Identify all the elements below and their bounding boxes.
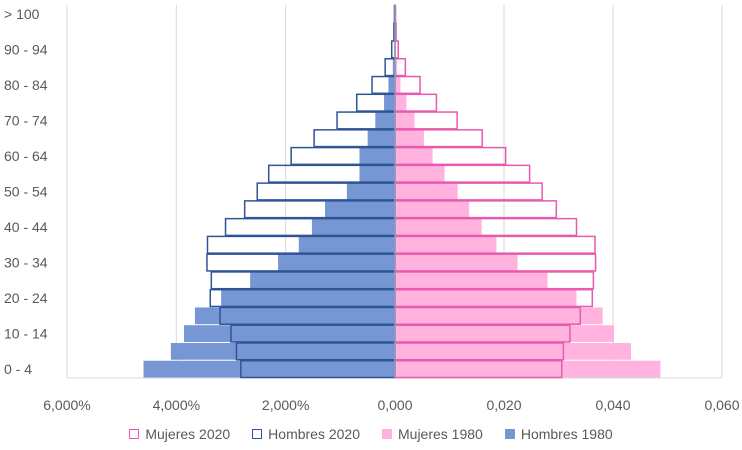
x-tick-label: 2,000% — [262, 397, 309, 413]
legend-item-hombres-1980: Hombres 1980 — [504, 426, 613, 442]
legend-item-mujeres-2020: Mujeres 2020 — [129, 426, 230, 442]
bar-mujeres-1980 — [395, 112, 415, 129]
x-axis-tick-labels: 6,000% 4,000% 2,000% 0,000 0,020 0,040 0,060 — [43, 397, 739, 413]
y-axis-tick-labels: 0 - 4 10 - 14 20 - 24 30 - 34 40 - 44 50 - 54… — [4, 6, 48, 377]
legend: Mujeres 2020 Hombres 2020 Mujeres 1980 H… — [0, 426, 742, 442]
x-tick-label: 4,000% — [153, 397, 200, 413]
y-tick-label: 50 - 54 — [4, 184, 48, 200]
bar-mujeres-1980 — [395, 165, 445, 183]
y-tick-label: 40 - 44 — [4, 219, 48, 235]
bar-mujeres-1980 — [395, 200, 470, 218]
bar-mujeres-1980 — [395, 183, 458, 200]
bar-mujeres-1980 — [395, 147, 433, 165]
legend-swatch-hombres-1980 — [504, 429, 515, 439]
bar-mujeres-1980 — [395, 236, 497, 254]
bar-mujeres-1980 — [395, 325, 615, 342]
bar-mujeres-1980 — [395, 94, 407, 112]
bar-hombres-1980 — [375, 112, 395, 129]
legend-label-hombres-2020: Hombres 2020 — [268, 426, 360, 442]
x-tick-label: 0,040 — [595, 397, 630, 413]
bar-hombres-1980 — [367, 129, 395, 147]
bar-mujeres-1980 — [395, 271, 548, 289]
bar-mujeres-1980 — [395, 342, 631, 360]
y-tick-label: > 100 — [4, 6, 40, 22]
bars-group — [143, 4, 661, 379]
y-tick-label: 0 - 4 — [4, 361, 32, 377]
y-tick-label: 80 - 84 — [4, 77, 48, 93]
bar-hombres-1980 — [250, 271, 395, 289]
legend-swatch-mujeres-1980 — [382, 429, 392, 439]
legend-label-mujeres-2020: Mujeres 2020 — [145, 426, 231, 442]
legend-swatch-mujeres-2020 — [129, 429, 140, 439]
x-tick-label: 0,060 — [704, 397, 739, 413]
y-tick-label: 90 - 94 — [4, 41, 48, 57]
y-tick-label: 30 - 34 — [4, 255, 48, 271]
bar-hombres-1980 — [311, 218, 395, 236]
bar-mujeres-1980 — [395, 307, 603, 325]
legend-label-mujeres-1980: Mujeres 1980 — [398, 426, 483, 442]
y-tick-label: 60 - 64 — [4, 148, 48, 164]
legend-swatch-hombres-2020 — [252, 429, 263, 439]
bar-hombres-1980 — [298, 236, 395, 254]
bar-hombres-1980 — [384, 94, 395, 112]
y-tick-label: 20 - 24 — [4, 290, 48, 306]
legend-label-hombres-1980: Hombres 1980 — [520, 426, 613, 442]
bar-hombres-1980 — [346, 183, 395, 200]
y-tick-label: 70 - 74 — [4, 112, 48, 128]
bar-mujeres-1980 — [395, 58, 398, 76]
bar-mujeres-1980 — [395, 360, 661, 378]
bar-mujeres-1980 — [395, 254, 518, 271]
legend-item-hombres-2020: Hombres 2020 — [252, 426, 360, 442]
bar-mujeres-1980 — [395, 289, 577, 307]
bar-mujeres-1980 — [395, 129, 424, 147]
bar-hombres-1980 — [143, 360, 395, 378]
bar-hombres-1980 — [221, 289, 395, 307]
bar-hombres-1980 — [359, 165, 395, 183]
bar-hombres-1980 — [325, 200, 395, 218]
bar-hombres-1980 — [278, 254, 395, 271]
bar-mujeres-1980 — [395, 218, 482, 236]
x-tick-label: 0,000 — [377, 397, 412, 413]
bar-hombres-1980 — [392, 58, 395, 76]
bar-hombres-1980 — [359, 147, 395, 165]
bar-mujeres-1980 — [395, 76, 401, 94]
legend-item-mujeres-1980: Mujeres 1980 — [382, 426, 483, 442]
bar-hombres-1980 — [170, 342, 395, 360]
bar-hombres-1980 — [183, 325, 395, 342]
x-tick-label: 0,020 — [486, 397, 521, 413]
bar-hombres-1980 — [388, 76, 395, 94]
bar-hombres-1980 — [194, 307, 395, 325]
x-tick-label: 6,000% — [43, 397, 90, 413]
y-tick-label: 10 - 14 — [4, 326, 48, 342]
